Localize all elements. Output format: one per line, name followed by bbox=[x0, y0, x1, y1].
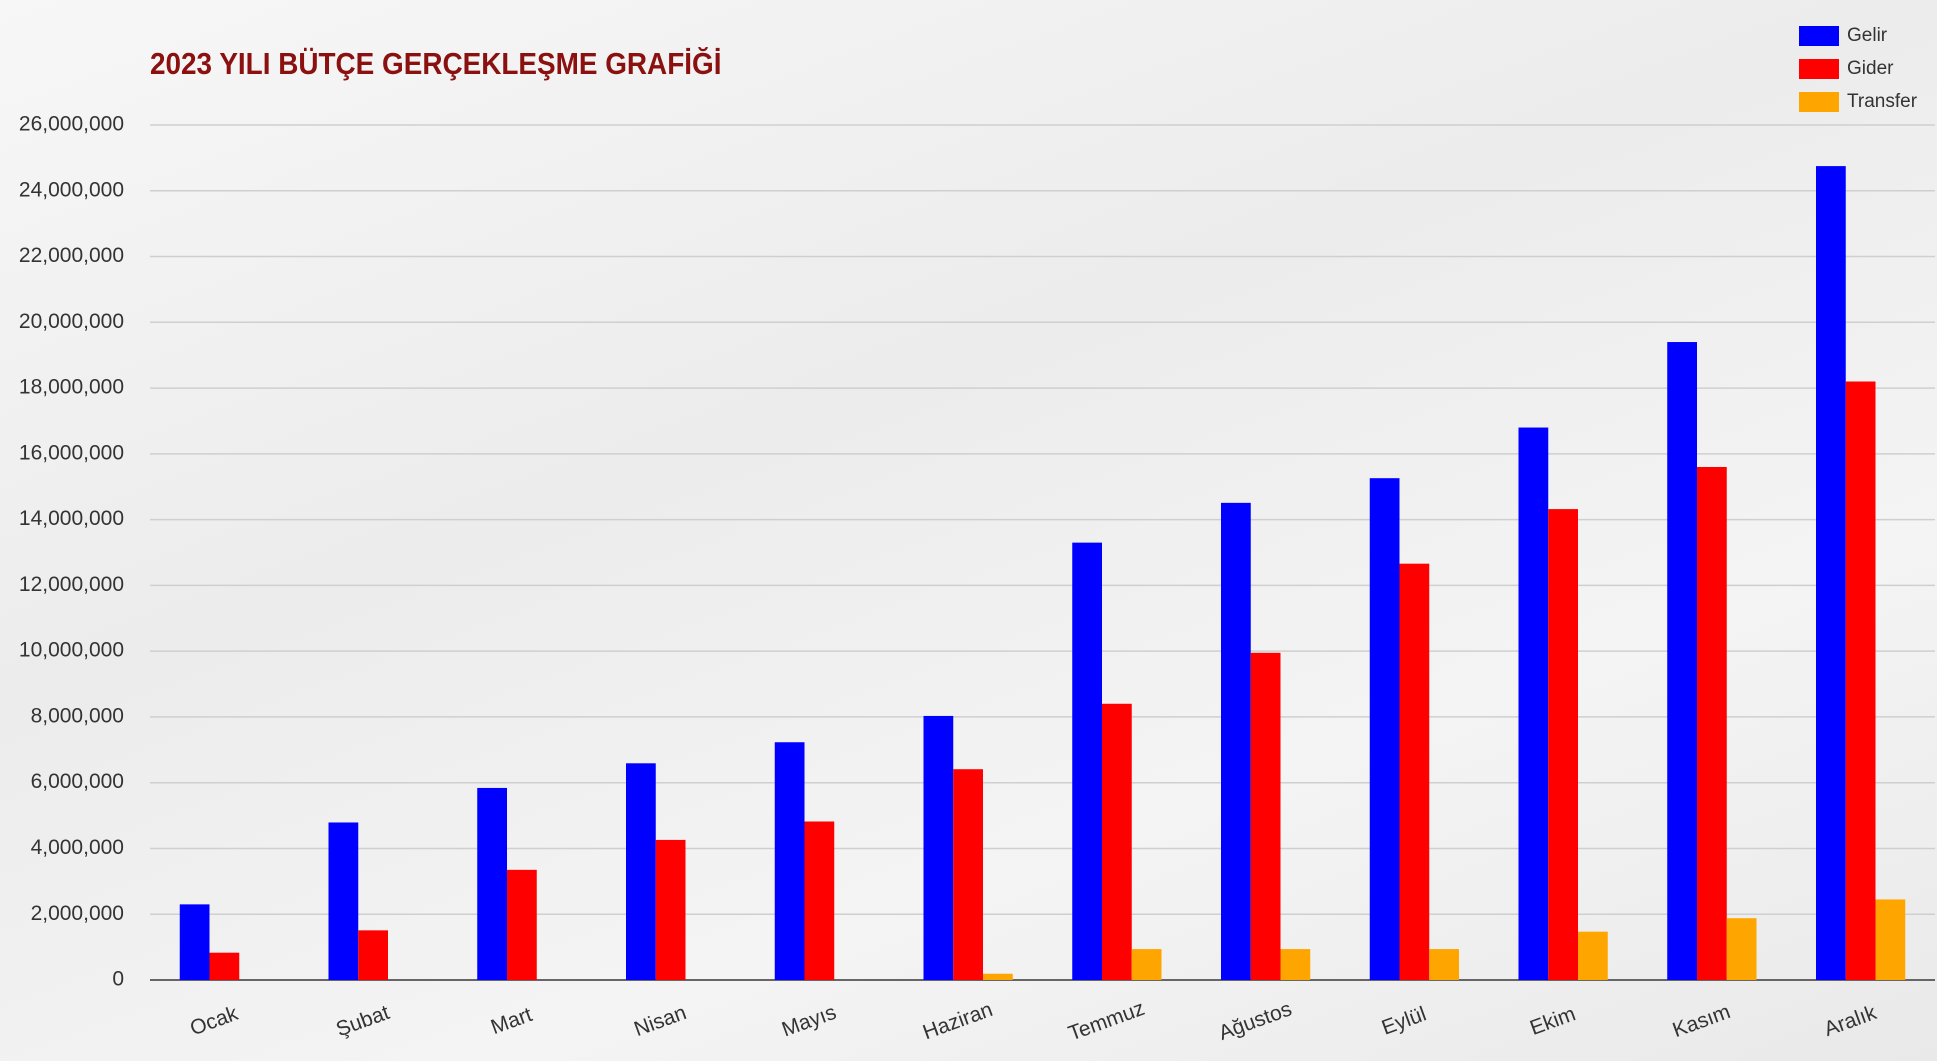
x-tick-label: Kasım bbox=[1670, 1000, 1734, 1042]
bar bbox=[774, 742, 805, 980]
bar bbox=[804, 821, 835, 980]
bar bbox=[1072, 542, 1102, 980]
chart-title: 2023 YILI BÜTÇE GERÇEKLEŞME GRAFİĞİ bbox=[150, 46, 721, 82]
x-tick-label: Mayıs bbox=[779, 1001, 840, 1042]
bar bbox=[923, 715, 954, 980]
x-tick-label: Aralık bbox=[1821, 1001, 1880, 1041]
y-tick-label: 16,000,000 bbox=[19, 441, 124, 464]
bar bbox=[328, 822, 359, 980]
bar bbox=[1131, 949, 1162, 980]
x-tick-label: Eylül bbox=[1379, 1003, 1430, 1040]
y-tick-label: 6,000,000 bbox=[31, 770, 124, 793]
x-tick-label: Temmuz bbox=[1065, 997, 1147, 1046]
bar bbox=[1518, 427, 1549, 980]
bar bbox=[1102, 703, 1132, 980]
y-tick-label: 8,000,000 bbox=[31, 704, 124, 727]
bar bbox=[1221, 502, 1251, 980]
legend-label: Transfer bbox=[1847, 91, 1918, 112]
y-tick-label: 24,000,000 bbox=[19, 178, 124, 201]
y-tick-label: 26,000,000 bbox=[19, 113, 124, 136]
y-tick-label: 10,000,000 bbox=[19, 639, 124, 662]
bar bbox=[1429, 949, 1459, 980]
bar bbox=[1548, 509, 1578, 980]
bar bbox=[1578, 931, 1608, 980]
legend-label: Gider bbox=[1847, 58, 1894, 79]
bar bbox=[953, 769, 983, 980]
bar bbox=[1726, 918, 1757, 980]
legend-swatch bbox=[1799, 92, 1839, 112]
bar bbox=[655, 839, 686, 980]
bar bbox=[477, 787, 507, 980]
bar bbox=[1250, 652, 1281, 980]
bar bbox=[179, 904, 210, 980]
bar bbox=[209, 952, 240, 980]
bar bbox=[1667, 342, 1697, 980]
x-tick-label: Şubat bbox=[333, 1001, 393, 1041]
x-tick-label: Nisan bbox=[631, 1001, 689, 1041]
bar bbox=[1845, 381, 1876, 980]
bar bbox=[1697, 467, 1727, 980]
bar bbox=[1399, 563, 1430, 980]
x-tick-label: Mart bbox=[488, 1003, 535, 1039]
bar bbox=[1369, 478, 1400, 980]
y-tick-label: 18,000,000 bbox=[19, 376, 124, 399]
legend-swatch bbox=[1799, 59, 1839, 79]
y-tick-label: 14,000,000 bbox=[19, 507, 124, 530]
y-tick-label: 4,000,000 bbox=[31, 836, 124, 859]
bar bbox=[626, 763, 656, 980]
bar bbox=[507, 869, 537, 980]
y-tick-label: 20,000,000 bbox=[19, 310, 124, 333]
bar bbox=[1280, 949, 1311, 980]
x-tick-label: Ocak bbox=[187, 1002, 241, 1041]
bar bbox=[358, 930, 388, 980]
x-tick-label: Haziran bbox=[920, 998, 996, 1044]
legend-swatch bbox=[1799, 26, 1839, 46]
bar bbox=[1816, 166, 1846, 980]
x-tick-label: Ağustos bbox=[1216, 997, 1295, 1045]
y-tick-label: 22,000,000 bbox=[19, 244, 124, 267]
y-tick-label: 12,000,000 bbox=[19, 573, 124, 596]
y-tick-label: 2,000,000 bbox=[31, 902, 124, 925]
y-tick-label: 0 bbox=[112, 968, 124, 991]
legend-label: Gelir bbox=[1847, 25, 1888, 46]
bar bbox=[1875, 899, 1906, 980]
x-tick-label: Ekim bbox=[1527, 1002, 1579, 1040]
bar bbox=[983, 973, 1013, 980]
